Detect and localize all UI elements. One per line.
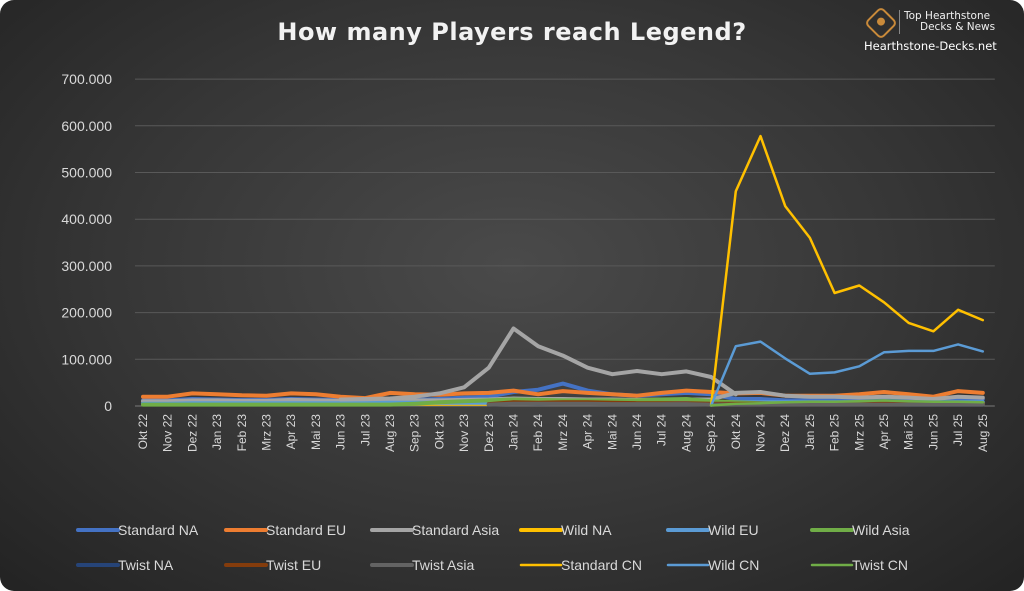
series-line-wild-cn — [709, 340, 985, 407]
x-tick-label: Jun 24 — [630, 414, 644, 450]
legend-label-standard-na[interactable]: Standard NA — [118, 522, 199, 538]
x-tick-label: Nov 22 — [161, 414, 175, 452]
legend-label-twist-cn[interactable]: Twist CN — [852, 557, 908, 573]
x-tick-label: Jan 24 — [507, 414, 521, 450]
x-tick-label: Nov 24 — [754, 414, 768, 452]
x-tick-label: Feb 23 — [235, 414, 249, 452]
x-tick-label: Mai 24 — [605, 414, 619, 450]
x-tick-label: Jun 23 — [334, 414, 348, 450]
legend-label-standard-asia[interactable]: Standard Asia — [412, 522, 499, 538]
legend-label-wild-eu[interactable]: Wild EU — [708, 522, 759, 538]
x-tick-label: Apr 25 — [877, 414, 891, 450]
x-tick-label: Dez 24 — [778, 414, 792, 452]
x-tick-label: Jun 25 — [926, 414, 940, 450]
brand-divider — [899, 10, 900, 34]
x-tick-label: Aug 25 — [976, 414, 990, 452]
hearthstone-logo-icon — [864, 6, 898, 40]
legend-label-twist-asia[interactable]: Twist Asia — [412, 557, 474, 573]
x-tick-label: Sep 24 — [704, 414, 718, 452]
y-tick-label: 0 — [104, 398, 112, 414]
x-tick-label: Apr 24 — [581, 414, 595, 450]
x-tick-label: Mrz 24 — [556, 414, 570, 451]
legend-label-twist-eu[interactable]: Twist EU — [266, 557, 321, 573]
x-tick-label: Mrz 23 — [260, 414, 274, 451]
brand-website[interactable]: Hearthstone-Decks.net — [864, 39, 997, 53]
series-line-standard-cn — [709, 134, 985, 407]
series-line-twist-cn — [709, 399, 985, 407]
x-tick-label: Jan 23 — [210, 414, 224, 450]
y-tick-label: 200.000 — [61, 305, 112, 321]
x-tick-label: Aug 23 — [383, 414, 397, 452]
legend-label-standard-cn[interactable]: Standard CN — [561, 557, 642, 573]
x-tick-label: Okt 23 — [432, 414, 446, 450]
x-tick-label: Dez 22 — [185, 414, 199, 452]
legend-label-wild-cn[interactable]: Wild CN — [708, 557, 759, 573]
x-tick-label: Mai 25 — [902, 414, 916, 450]
x-tick-label: Feb 24 — [531, 414, 545, 452]
x-tick-label: Feb 25 — [828, 414, 842, 452]
legend-label-standard-eu[interactable]: Standard EU — [266, 522, 346, 538]
legend-label-twist-na[interactable]: Twist NA — [118, 557, 174, 573]
x-tick-label: Jul 23 — [358, 414, 372, 446]
y-tick-label: 700.000 — [61, 71, 112, 87]
y-tick-label: 500.000 — [61, 165, 112, 181]
x-tick-label: Jul 25 — [951, 414, 965, 446]
brand-tagline-1: Top Hearthstone — [904, 10, 991, 22]
y-tick-label: 300.000 — [61, 258, 112, 274]
series-line-standard-asia-peak — [338, 326, 738, 402]
legend-label-wild-asia[interactable]: Wild Asia — [852, 522, 910, 538]
x-tick-label: Nov 23 — [457, 414, 471, 452]
y-tick-label: 400.000 — [61, 211, 112, 227]
brand-tagline-2: Decks & News — [920, 21, 996, 33]
x-tick-label: Jul 24 — [655, 414, 669, 446]
y-tick-label: 100.000 — [61, 351, 112, 367]
x-tick-label: Aug 24 — [679, 414, 693, 452]
x-tick-label: Apr 23 — [284, 414, 298, 450]
x-tick-label: Mrz 25 — [852, 414, 866, 451]
x-tick-label: Mai 23 — [309, 414, 323, 450]
x-tick-label: Okt 22 — [136, 414, 150, 450]
x-tick-label: Okt 24 — [729, 414, 743, 450]
legend-label-wild-na[interactable]: Wild NA — [561, 522, 612, 538]
y-tick-label: 600.000 — [61, 118, 112, 134]
chart-title: How many Players reach Legend? — [277, 18, 747, 46]
x-tick-label: Dez 23 — [482, 414, 496, 452]
x-tick-label: Sep 23 — [408, 414, 422, 452]
brand-block[interactable]: Top Hearthstone Decks & News Hearthstone… — [860, 6, 1010, 56]
x-tick-label: Jan 25 — [803, 414, 817, 450]
